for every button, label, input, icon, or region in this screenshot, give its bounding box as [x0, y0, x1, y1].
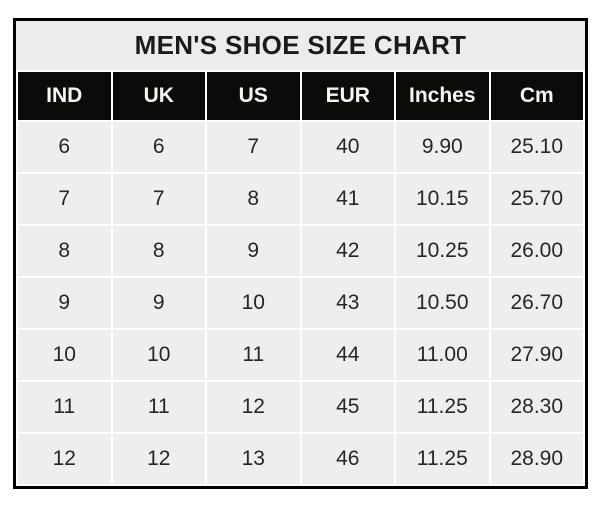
- table-cell: 6: [18, 122, 111, 172]
- table-cell: 7: [18, 174, 111, 224]
- table-cell: 8: [207, 174, 300, 224]
- table-body: 6 6 7 40 9.90 25.10 7 7 8 41 10.15 25.70 8 8 9 42 10.25 2…: [18, 122, 583, 484]
- table-cell: 6: [112, 122, 205, 172]
- table-cell: 45: [301, 382, 394, 432]
- table-cell: 25.70: [490, 174, 583, 224]
- table-cell: 44: [301, 330, 394, 380]
- table-cell: 12: [207, 382, 300, 432]
- table-cell: 40: [301, 122, 394, 172]
- table-cell: 25.10: [490, 122, 583, 172]
- table-row: 11 11 12 45 11.25 28.30: [18, 382, 583, 432]
- column-header-eur: EUR: [301, 72, 394, 120]
- table-cell: 9: [18, 278, 111, 328]
- size-table: IND UK US EUR Inches Cm 6 6 7 40 9.90 25.10 7 7 8 41 10…: [16, 70, 585, 486]
- table-row: 10 10 11 44 11.00 27.90: [18, 330, 583, 380]
- table-cell: 9: [112, 278, 205, 328]
- column-header-ind: IND: [18, 72, 111, 120]
- table-cell: 13: [207, 434, 300, 484]
- table-cell: 46: [301, 434, 394, 484]
- table-cell: 10.50: [396, 278, 489, 328]
- table-row: 9 9 10 43 10.50 26.70: [18, 278, 583, 328]
- table-header: IND UK US EUR Inches Cm: [18, 72, 583, 120]
- table-cell: 42: [301, 226, 394, 276]
- column-header-cm: Cm: [490, 72, 583, 120]
- table-row: 7 7 8 41 10.15 25.70: [18, 174, 583, 224]
- table-cell: 8: [112, 226, 205, 276]
- table-cell: 10.15: [396, 174, 489, 224]
- table-cell: 7: [112, 174, 205, 224]
- table-cell: 11.00: [396, 330, 489, 380]
- table-cell: 10: [207, 278, 300, 328]
- table-cell: 26.00: [490, 226, 583, 276]
- table-row: 6 6 7 40 9.90 25.10: [18, 122, 583, 172]
- column-header-uk: UK: [112, 72, 205, 120]
- table-cell: 11.25: [396, 434, 489, 484]
- table-cell: 12: [112, 434, 205, 484]
- table-cell: 11: [112, 382, 205, 432]
- table-cell: 7: [207, 122, 300, 172]
- table-cell: 28.90: [490, 434, 583, 484]
- table-cell: 10: [112, 330, 205, 380]
- column-header-us: US: [207, 72, 300, 120]
- table-row: 8 8 9 42 10.25 26.00: [18, 226, 583, 276]
- table-cell: 28.30: [490, 382, 583, 432]
- table-cell: 10: [18, 330, 111, 380]
- table-cell: 26.70: [490, 278, 583, 328]
- table-cell: 27.90: [490, 330, 583, 380]
- shoe-size-chart: MEN'S SHOE SIZE CHART IND UK US EUR Inches Cm…: [13, 18, 588, 489]
- table-cell: 43: [301, 278, 394, 328]
- table-cell: 11.25: [396, 382, 489, 432]
- table-cell: 12: [18, 434, 111, 484]
- header-row: IND UK US EUR Inches Cm: [18, 72, 583, 120]
- chart-title: MEN'S SHOE SIZE CHART: [16, 21, 585, 70]
- table-cell: 9: [207, 226, 300, 276]
- table-cell: 11: [207, 330, 300, 380]
- table-cell: 11: [18, 382, 111, 432]
- table-row: 12 12 13 46 11.25 28.90: [18, 434, 583, 484]
- table-cell: 10.25: [396, 226, 489, 276]
- table-cell: 9.90: [396, 122, 489, 172]
- table-cell: 41: [301, 174, 394, 224]
- table-cell: 8: [18, 226, 111, 276]
- column-header-inches: Inches: [396, 72, 489, 120]
